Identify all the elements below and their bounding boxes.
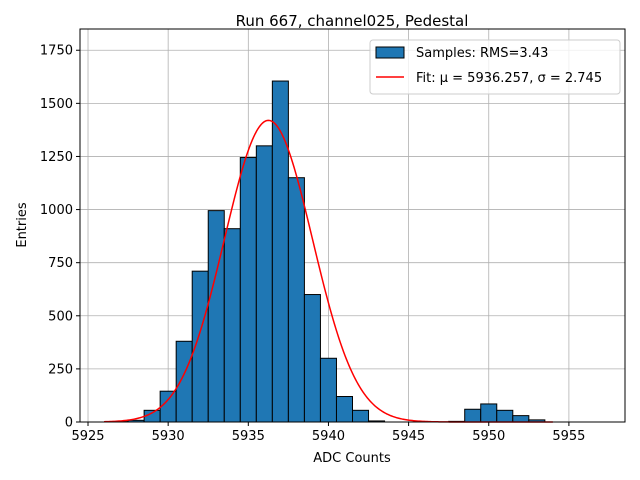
histogram-bar (319, 357, 337, 423)
legend-swatch-samples (375, 46, 405, 59)
histogram-bar (175, 340, 193, 423)
legend-box (369, 39, 621, 95)
x-tick-label: 5950 (472, 429, 505, 444)
histogram-bar (335, 396, 353, 423)
y-axis-label: Entries (15, 202, 30, 248)
x-tick-label: 5925 (71, 429, 104, 444)
histogram-bar (223, 228, 241, 423)
histogram-bar (464, 408, 482, 423)
legend: Samples: RMS=3.43 Fit: μ = 5936.257, σ =… (369, 39, 621, 95)
histogram-bar (352, 409, 370, 423)
x-tick-label: 5940 (312, 429, 345, 444)
histogram-bar (303, 294, 321, 423)
x-axis-label: ADC Counts (313, 451, 391, 466)
y-tick-label: 1500 (40, 97, 73, 112)
histogram-bars (111, 80, 546, 423)
legend-label-fit: Fit: μ = 5936.257, σ = 2.745 (416, 71, 602, 86)
histogram-bar (496, 409, 514, 423)
y-tick-label: 250 (48, 362, 73, 377)
y-tick-label: 500 (48, 309, 73, 324)
y-tick-label: 750 (48, 256, 73, 271)
histogram-bar (207, 210, 225, 423)
histogram-bar (255, 145, 273, 423)
plot-frame (79, 28, 626, 423)
histogram-bar (287, 177, 305, 423)
x-axis-ticks: 5925 5930 5935 5940 5945 5950 5955 (71, 422, 585, 444)
x-tick-label: 5935 (232, 429, 265, 444)
x-tick-label: 5955 (552, 429, 585, 444)
y-tick-label: 1250 (40, 150, 73, 165)
chart-title: Run 667, channel025, Pedestal (236, 12, 469, 30)
y-axis-ticks: 0 250 500 750 1000 1250 1500 1750 (40, 44, 80, 431)
histogram-bar (512, 415, 530, 423)
histogram-bar (480, 403, 498, 423)
y-tick-label: 0 (65, 416, 73, 431)
y-tick-label: 1750 (40, 44, 73, 59)
x-tick-label: 5945 (392, 429, 425, 444)
y-tick-label: 1000 (40, 203, 73, 218)
histogram-bar (239, 157, 257, 423)
histogram-bar (159, 390, 177, 423)
legend-label-samples: Samples: RMS=3.43 (416, 46, 548, 61)
x-tick-label: 5930 (152, 429, 185, 444)
